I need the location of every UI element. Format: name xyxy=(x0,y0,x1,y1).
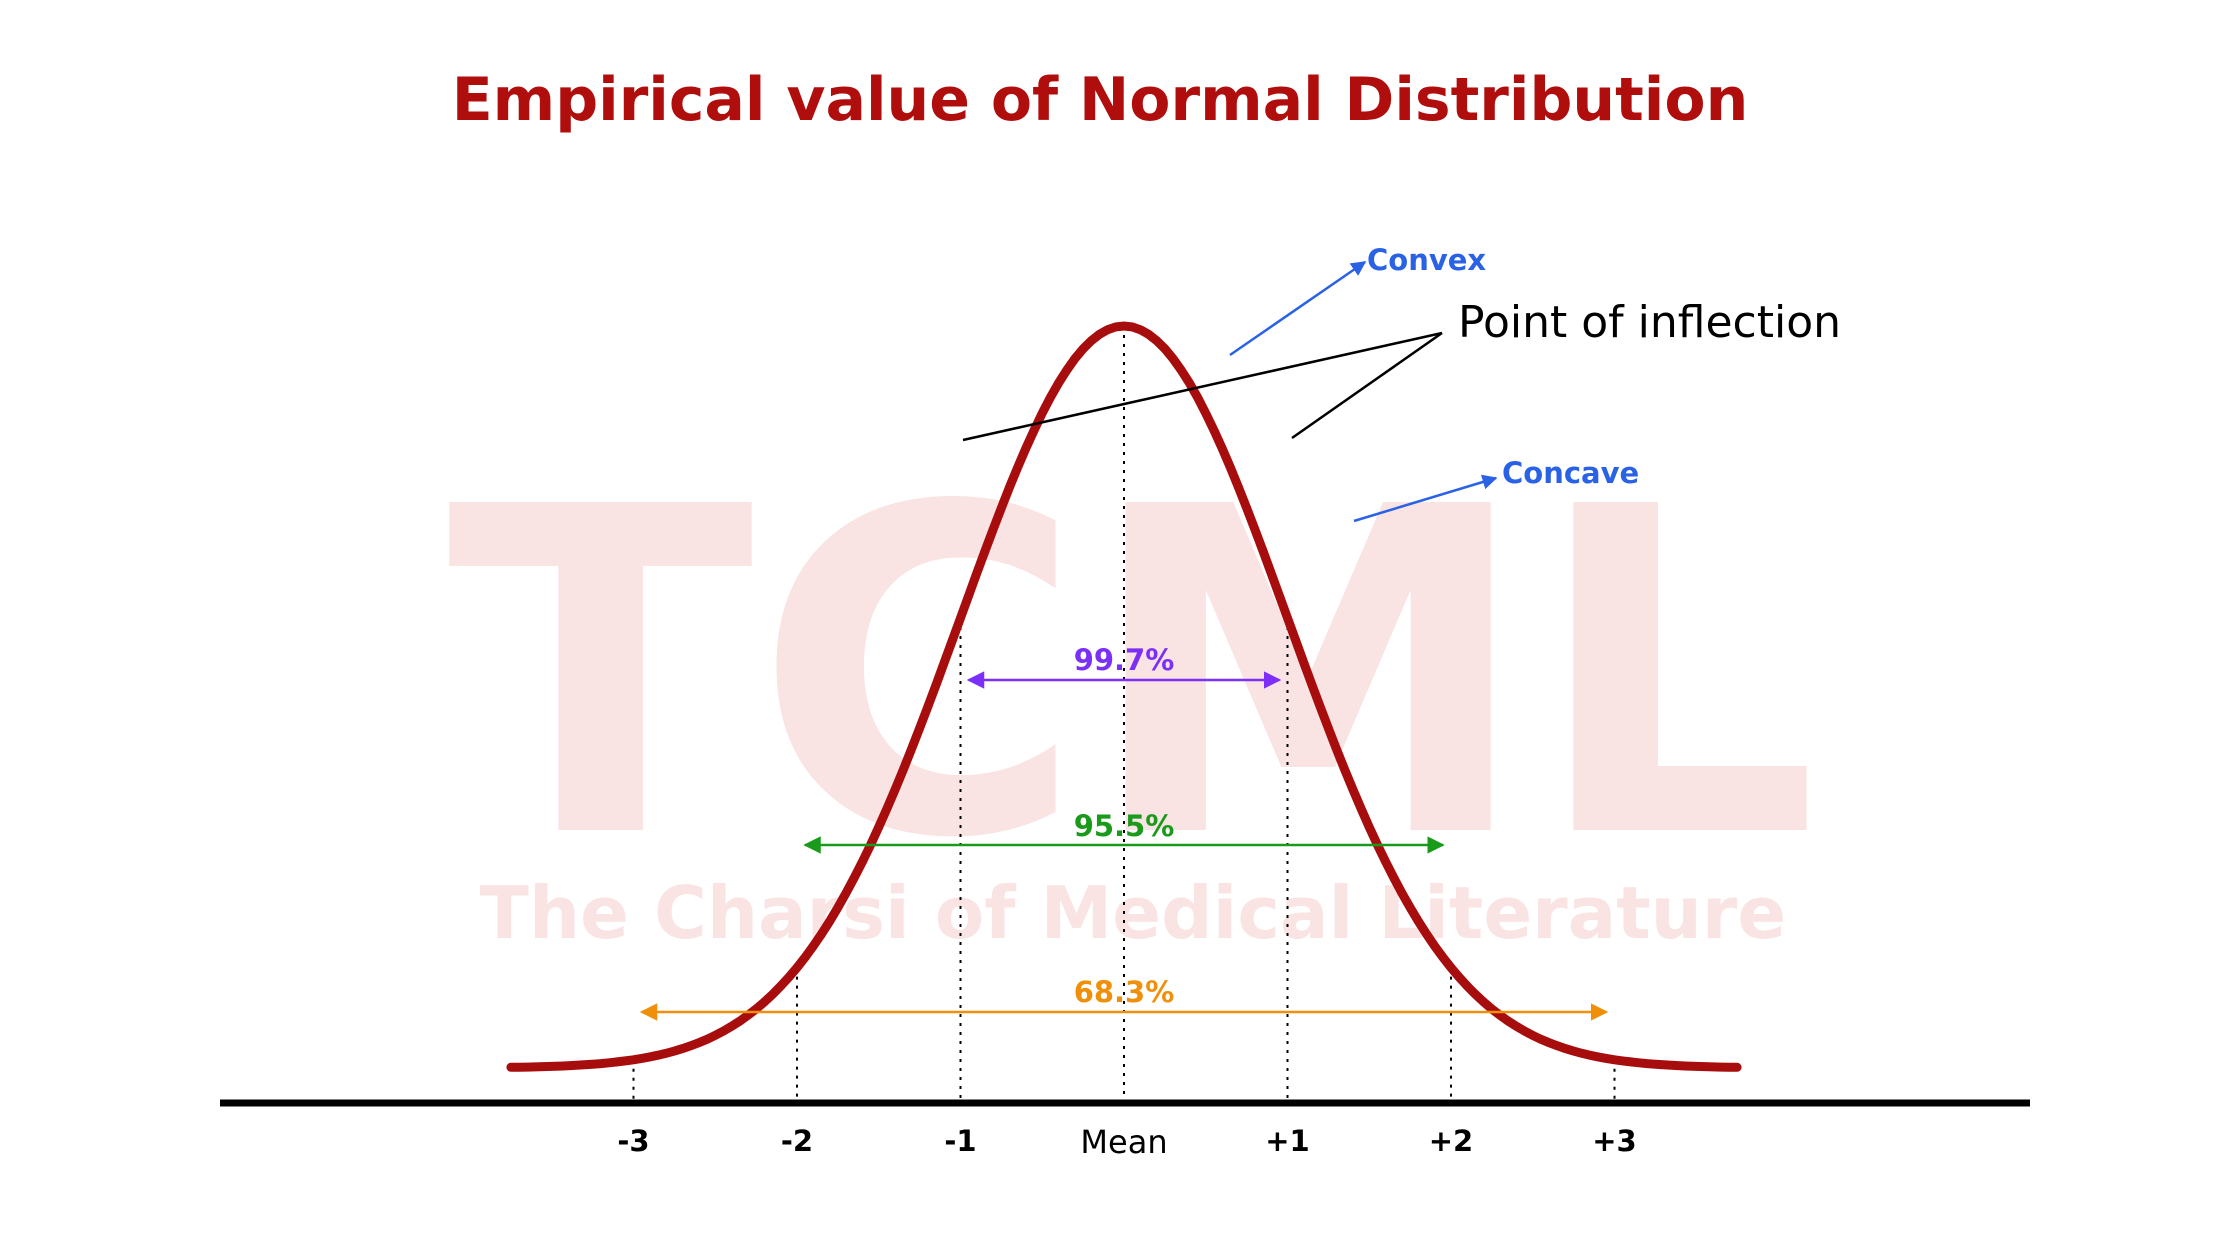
tick-label: -2 xyxy=(781,1124,813,1158)
convex-arrow xyxy=(1229,260,1367,357)
convex-annotation: Convex xyxy=(1229,243,1486,357)
interval-label: 99.7% xyxy=(1074,643,1175,677)
interval-label: 95.5% xyxy=(1074,809,1175,843)
tick-label: -1 xyxy=(944,1124,976,1158)
concave-annotation: Concave xyxy=(1353,456,1639,523)
sd-guide-lines xyxy=(632,326,1616,1099)
watermark-tagline: The Charsi of Medical Literature xyxy=(480,871,1787,955)
bell-curve xyxy=(506,321,1742,1072)
watermark: TCML The Charsi of Medical Literature xyxy=(447,413,1819,955)
inflection-pointer-right xyxy=(1291,331,1443,440)
interval-label: 68.3% xyxy=(1074,975,1175,1009)
convex-label: Convex xyxy=(1367,243,1486,277)
tick-label: +1 xyxy=(1265,1124,1309,1158)
tick-label: +3 xyxy=(1592,1124,1636,1158)
interval-arrows: 99.7% 95.5% 68.3% xyxy=(639,643,1609,1021)
axis-tick-labels: -3 -2 -1 Mean +1 +2 +3 xyxy=(617,1123,1636,1161)
diagram-title: Empirical value of Normal Distribution xyxy=(452,65,1749,135)
tick-label: +2 xyxy=(1429,1124,1473,1158)
inflection-label: Point of inflection xyxy=(1458,297,1841,348)
inflection-annotation: Point of inflection xyxy=(962,297,1841,442)
inflection-pointer-left xyxy=(962,331,1443,442)
concave-arrow xyxy=(1353,474,1498,523)
concave-label: Concave xyxy=(1502,456,1639,490)
tick-label-mean: Mean xyxy=(1080,1123,1167,1161)
tick-label: -3 xyxy=(617,1124,649,1158)
